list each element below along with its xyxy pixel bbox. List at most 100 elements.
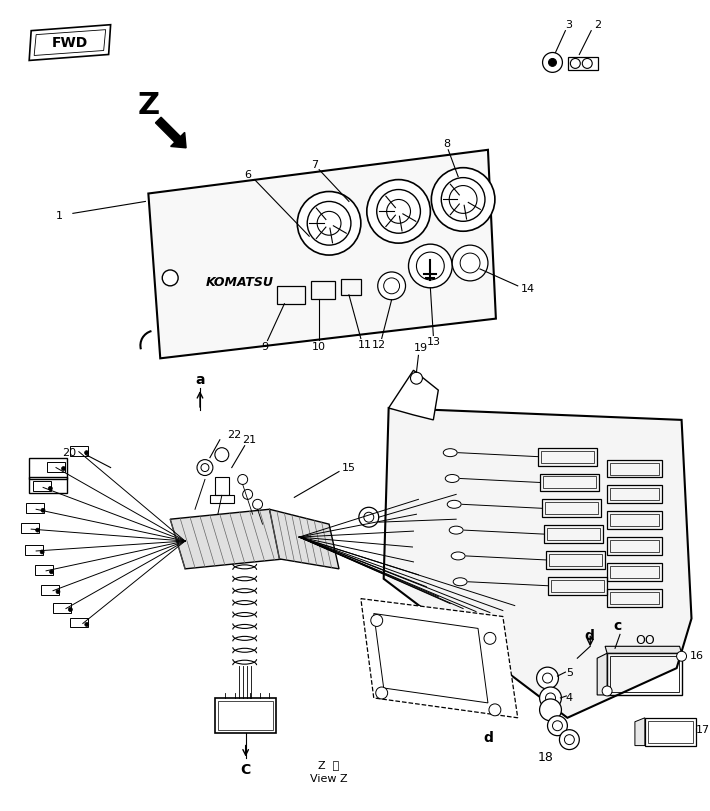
Bar	[26, 504, 44, 513]
Bar	[311, 281, 335, 298]
Text: 10: 10	[312, 342, 326, 353]
Circle shape	[383, 278, 400, 294]
Bar	[545, 502, 598, 514]
Circle shape	[449, 186, 477, 213]
Circle shape	[377, 190, 420, 234]
Text: c: c	[613, 620, 621, 633]
Circle shape	[410, 372, 422, 384]
Text: 16: 16	[689, 651, 704, 661]
Circle shape	[564, 735, 574, 744]
Circle shape	[307, 201, 351, 245]
Bar	[607, 537, 662, 555]
Text: d: d	[584, 629, 594, 643]
Ellipse shape	[447, 500, 461, 508]
Circle shape	[484, 633, 496, 644]
Circle shape	[408, 244, 452, 288]
Text: 3: 3	[565, 19, 572, 30]
Circle shape	[56, 590, 60, 594]
Circle shape	[201, 464, 209, 471]
Text: d: d	[483, 731, 493, 744]
Bar	[33, 482, 51, 491]
Circle shape	[215, 448, 229, 461]
Bar	[645, 718, 697, 745]
Circle shape	[367, 179, 430, 243]
Bar	[648, 721, 694, 743]
Bar	[607, 460, 662, 478]
Bar	[29, 457, 67, 479]
Bar	[544, 526, 603, 543]
Bar	[607, 589, 662, 607]
Polygon shape	[270, 509, 339, 569]
Circle shape	[297, 191, 361, 255]
Circle shape	[317, 212, 341, 235]
Bar	[463, 603, 487, 614]
Bar	[547, 528, 600, 540]
Polygon shape	[29, 24, 111, 61]
Bar	[278, 285, 305, 304]
Circle shape	[376, 687, 388, 699]
Bar	[540, 451, 594, 462]
Bar	[607, 511, 662, 529]
Text: KOMATSU: KOMATSU	[206, 277, 273, 290]
Bar	[438, 590, 462, 602]
Bar	[503, 604, 527, 616]
Ellipse shape	[449, 526, 463, 534]
Circle shape	[537, 667, 559, 689]
Circle shape	[460, 253, 480, 273]
Text: 18: 18	[537, 751, 554, 764]
Circle shape	[570, 58, 580, 68]
Text: 22: 22	[228, 430, 242, 440]
Circle shape	[41, 508, 45, 513]
Circle shape	[163, 270, 178, 285]
Circle shape	[197, 460, 213, 475]
Text: Z: Z	[137, 91, 160, 120]
Bar	[610, 540, 659, 552]
Text: 20: 20	[62, 448, 76, 457]
Bar	[341, 279, 361, 294]
Bar	[607, 563, 662, 581]
Circle shape	[489, 704, 501, 716]
Polygon shape	[388, 371, 438, 420]
Circle shape	[452, 245, 488, 281]
Text: 6: 6	[244, 169, 251, 179]
Text: 15: 15	[342, 462, 356, 473]
Bar	[218, 701, 273, 730]
Ellipse shape	[445, 474, 459, 483]
Bar	[418, 493, 442, 504]
Circle shape	[547, 716, 567, 736]
Circle shape	[442, 178, 485, 221]
Bar	[215, 698, 276, 732]
Circle shape	[84, 451, 89, 455]
Bar	[70, 446, 87, 456]
Polygon shape	[597, 653, 607, 695]
Circle shape	[432, 168, 495, 231]
Bar	[610, 514, 659, 526]
Circle shape	[253, 500, 263, 509]
Polygon shape	[361, 599, 518, 718]
Bar	[418, 569, 442, 580]
Circle shape	[552, 721, 562, 731]
Text: 14: 14	[520, 284, 535, 294]
Bar	[547, 577, 607, 594]
Bar	[427, 581, 450, 592]
Text: 19: 19	[413, 343, 427, 354]
Bar	[41, 585, 59, 594]
Text: a: a	[195, 373, 204, 387]
Bar	[35, 565, 53, 575]
Text: View Z: View Z	[310, 775, 348, 784]
Bar	[610, 592, 659, 603]
Circle shape	[50, 570, 53, 574]
Circle shape	[243, 489, 253, 500]
Bar	[47, 461, 65, 471]
Circle shape	[68, 607, 72, 611]
Bar	[610, 656, 679, 692]
Circle shape	[62, 466, 65, 470]
Circle shape	[364, 513, 373, 522]
Polygon shape	[635, 718, 645, 745]
Circle shape	[602, 686, 612, 696]
Text: 2: 2	[594, 19, 602, 30]
Bar	[29, 478, 67, 493]
Bar	[413, 541, 437, 552]
Text: 8: 8	[444, 139, 451, 149]
Bar	[610, 488, 659, 500]
